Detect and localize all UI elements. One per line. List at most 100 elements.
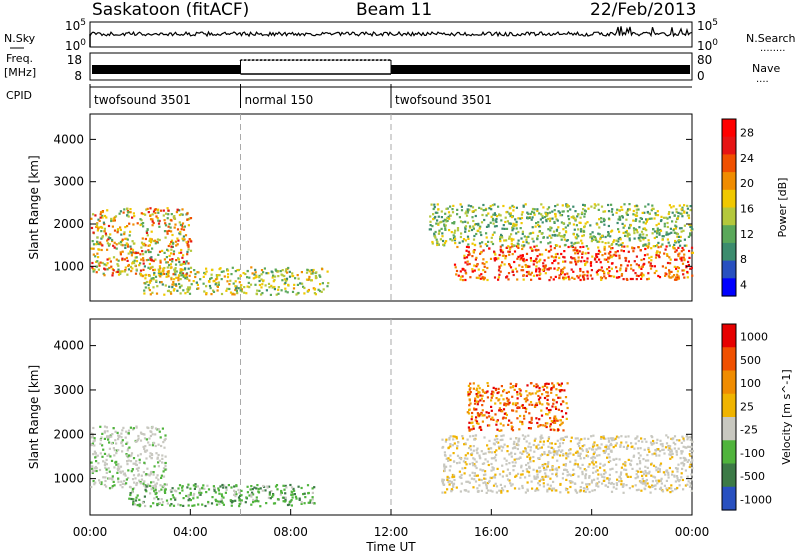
echo-cell	[655, 469, 658, 472]
echo-cell	[181, 208, 184, 211]
echo-cell	[656, 214, 660, 217]
echo-cell	[449, 435, 452, 438]
echo-cell	[441, 478, 444, 481]
echo-cell	[562, 463, 565, 466]
echo-cell	[208, 280, 211, 283]
echo-cell	[549, 245, 552, 248]
echo-cell	[559, 396, 562, 399]
echo-cell	[290, 486, 294, 489]
echo-cell	[671, 211, 674, 214]
echo-cell	[522, 240, 525, 243]
echo-cell	[222, 503, 225, 506]
echo-cell	[137, 454, 140, 457]
echo-cell	[140, 474, 143, 477]
echo-cell	[535, 445, 538, 448]
echo-cell	[597, 203, 600, 206]
echo-cell	[154, 483, 157, 486]
echo-cell	[446, 475, 449, 478]
echo-cell	[480, 273, 483, 276]
echo-cell	[129, 493, 132, 497]
echo-cell	[113, 484, 116, 487]
echo-cell	[484, 243, 487, 246]
echo-cell	[94, 456, 97, 459]
echo-cell	[562, 429, 565, 432]
echo-cell	[687, 436, 690, 439]
echo-cell	[662, 471, 665, 474]
echo-cell	[550, 236, 553, 239]
echo-cell	[446, 478, 449, 481]
echo-cell	[463, 457, 467, 460]
echo-cell	[615, 482, 618, 485]
echo-cell	[517, 406, 520, 409]
echo-cell	[218, 502, 221, 505]
echo-cell	[529, 257, 532, 260]
echo-cell	[155, 452, 158, 455]
echo-cell	[627, 458, 630, 461]
echo-cell	[104, 476, 107, 479]
echo-cell	[685, 435, 688, 438]
echo-cell	[563, 468, 566, 471]
echo-cell	[258, 289, 261, 292]
echo-cell	[536, 487, 539, 490]
echo-cell	[668, 216, 671, 219]
echo-cell	[102, 448, 105, 451]
echo-cell	[667, 241, 670, 244]
echo-cell	[654, 487, 657, 491]
echo-cell	[184, 275, 187, 278]
echo-cell	[638, 460, 642, 463]
echo-cell	[455, 437, 458, 440]
echo-cell	[555, 407, 558, 410]
echo-cell	[598, 226, 601, 229]
echo-cell	[149, 492, 152, 495]
echo-cell	[499, 402, 502, 405]
echo-cell	[441, 491, 444, 494]
echo-cell	[505, 211, 508, 214]
echo-cell	[207, 502, 210, 505]
echo-cell	[172, 289, 175, 292]
echo-cell	[488, 424, 491, 427]
echo-cell	[516, 393, 519, 396]
echo-cell	[511, 447, 515, 450]
echo-cell	[599, 236, 602, 239]
echo-cell	[237, 277, 240, 280]
echo-cell	[677, 275, 680, 278]
echo-cell	[129, 250, 132, 253]
echo-cell	[255, 487, 258, 490]
echo-cell	[516, 402, 519, 405]
echo-cell	[533, 259, 536, 263]
echo-cell	[153, 442, 156, 445]
echo-cell	[467, 246, 470, 249]
echo-cell	[673, 274, 676, 277]
echo-cell	[488, 439, 491, 442]
echo-cell	[516, 242, 519, 245]
echo-cell	[153, 497, 156, 500]
echo-cell	[525, 397, 528, 400]
echo-cell	[650, 443, 653, 446]
echo-cell	[132, 223, 135, 226]
echo-cell	[533, 208, 536, 211]
echo-cell	[96, 229, 99, 232]
x-axis-label: Time UT	[365, 540, 416, 554]
echo-cell	[538, 418, 541, 421]
echo-cell	[125, 482, 128, 485]
echo-cell	[303, 502, 306, 505]
echo-cell	[214, 278, 218, 281]
echo-cell	[627, 475, 630, 478]
echo-cell	[604, 437, 607, 440]
echo-cell	[97, 462, 100, 465]
echo-cell	[679, 239, 682, 242]
echo-cell	[550, 387, 553, 390]
echo-cell	[149, 241, 153, 244]
echo-cell	[678, 252, 681, 255]
echo-cell	[178, 232, 181, 235]
echo-cell	[101, 214, 104, 217]
echo-cell	[268, 286, 271, 289]
echo-cell	[200, 491, 203, 494]
nsky-right-tick-high: 105	[697, 18, 718, 33]
echo-cell	[169, 498, 173, 501]
echo-cell	[579, 274, 582, 277]
echo-cell	[616, 270, 619, 273]
echo-cell	[102, 476, 105, 479]
echo-cell	[620, 243, 623, 246]
echo-cell	[159, 267, 162, 270]
